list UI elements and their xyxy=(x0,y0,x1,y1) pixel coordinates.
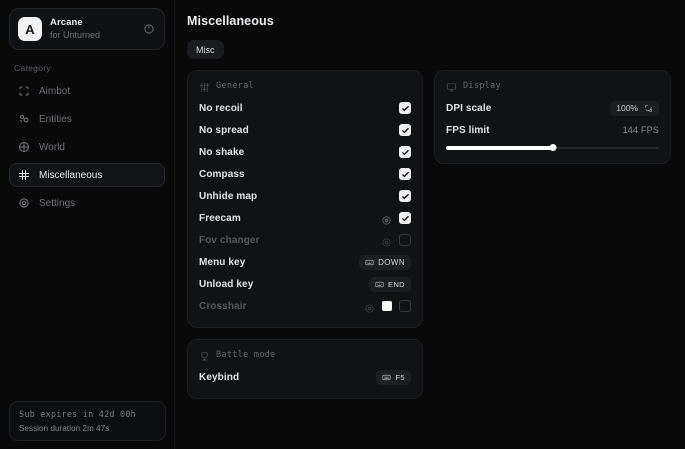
row-fps-limit: FPS limit 144 FPS xyxy=(446,119,659,141)
row-no-spread[interactable]: No spread xyxy=(199,119,411,141)
dpi-scale-control[interactable]: 100% xyxy=(610,100,659,116)
sidebar-item-aimbot[interactable]: Aimbot xyxy=(9,79,165,103)
row-label: Menu key xyxy=(199,256,246,268)
row-label: FPS limit xyxy=(446,124,490,136)
sidebar-item-label: Settings xyxy=(39,197,76,209)
tab-misc[interactable]: Misc xyxy=(187,40,224,59)
profile-text: Arcane for Unturned xyxy=(50,17,142,41)
grid-icon xyxy=(18,169,30,181)
page-title: Miscellaneous xyxy=(187,14,274,28)
row-compass[interactable]: Compass xyxy=(199,163,411,185)
refresh-icon xyxy=(645,104,652,112)
checkbox-freecam[interactable] xyxy=(399,212,411,224)
row-label: Freecam xyxy=(199,212,241,224)
profile-name: Arcane xyxy=(50,16,83,28)
status-card: Sub expires in 42d 00h Session duration … xyxy=(9,401,166,441)
keybind-unload-key[interactable]: END xyxy=(368,276,411,292)
sidebar-item-label: Entities xyxy=(39,113,72,125)
row-label: Fov changer xyxy=(199,234,260,246)
monitor-icon xyxy=(446,80,457,92)
row-dpi-scale[interactable]: DPI scale 100% xyxy=(446,97,659,119)
category-label: Category xyxy=(14,63,51,73)
checkbox-compass[interactable] xyxy=(399,168,411,180)
row-label: DPI scale xyxy=(446,102,492,114)
left-column: General No recoil No spread xyxy=(187,70,423,399)
display-panel-title: Display xyxy=(463,80,501,91)
slider-knob[interactable] xyxy=(549,144,556,151)
checkbox-fov-changer[interactable] xyxy=(399,234,411,246)
gear-icon xyxy=(18,197,30,209)
sidebar-item-label: Miscellaneous xyxy=(39,169,103,181)
dpi-scale-value: 100% xyxy=(616,103,638,113)
power-settings-icon[interactable] xyxy=(142,22,156,36)
row-freecam[interactable]: Freecam xyxy=(199,207,411,229)
row-label: Unload key xyxy=(199,278,254,290)
profile-subtitle: for Unturned xyxy=(50,30,101,41)
row-unhide-map[interactable]: Unhide map xyxy=(199,185,411,207)
tab-label: Misc xyxy=(196,44,215,55)
row-fov-changer[interactable]: Fov changer xyxy=(199,229,411,251)
row-menu-key[interactable]: Menu key DOWN xyxy=(199,251,411,273)
avatar: A xyxy=(18,17,42,41)
panel-columns: General No recoil No spread xyxy=(187,70,673,399)
row-label: Unhide map xyxy=(199,190,258,202)
fps-limit-value: 144 FPS xyxy=(622,125,659,135)
subscription-expiry: Sub expires in 42d 00h xyxy=(19,410,136,420)
sidebar-item-world[interactable]: World xyxy=(9,135,165,159)
row-label: No recoil xyxy=(199,102,243,114)
keycap-label: END xyxy=(387,279,405,289)
globe-icon xyxy=(18,141,30,153)
row-no-recoil[interactable]: No recoil xyxy=(199,97,411,119)
keycap-label: DOWN xyxy=(378,257,405,267)
checkbox-no-spread[interactable] xyxy=(399,124,411,136)
general-panel: General No recoil No spread xyxy=(187,70,423,328)
battle-mode-panel-header: Battle mode xyxy=(199,349,411,361)
display-panel-header: Display xyxy=(446,80,659,92)
gear-icon[interactable] xyxy=(381,213,392,225)
checkbox-crosshair[interactable] xyxy=(399,300,411,312)
row-battle-keybind[interactable]: Keybind F5 xyxy=(199,366,411,388)
row-label: No spread xyxy=(199,124,249,136)
crosshair-icon xyxy=(18,85,30,97)
row-label: No shake xyxy=(199,146,245,158)
keybind-battle-mode[interactable]: F5 xyxy=(376,369,411,385)
row-label: Crosshair xyxy=(199,300,247,312)
gear-icon[interactable] xyxy=(381,235,392,247)
checkbox-no-recoil[interactable] xyxy=(399,102,411,114)
sidebar-item-miscellaneous[interactable]: Miscellaneous xyxy=(9,163,165,187)
display-panel: Display DPI scale 100% FPS limit xyxy=(434,70,671,164)
row-unload-key[interactable]: Unload key END xyxy=(199,273,411,295)
keybind-menu-key[interactable]: DOWN xyxy=(359,254,411,270)
row-label: Compass xyxy=(199,168,245,180)
sidebar-item-settings[interactable]: Settings xyxy=(9,191,165,215)
general-panel-title: General xyxy=(216,80,254,91)
color-swatch-crosshair[interactable] xyxy=(382,301,392,311)
right-column: Display DPI scale 100% FPS limit xyxy=(434,70,671,164)
sidebar-item-label: World xyxy=(39,141,65,153)
sidebar-item-label: Aimbot xyxy=(39,85,71,97)
gear-icon[interactable] xyxy=(364,301,375,313)
trophy-icon xyxy=(199,349,210,361)
session-duration: Session duration 2m 47s xyxy=(19,424,110,433)
sidebar-nav: Aimbot Entities World xyxy=(0,79,174,215)
general-panel-header: General xyxy=(199,80,411,93)
battle-mode-panel: Battle mode Keybind F5 xyxy=(187,339,423,399)
slider-fill xyxy=(446,146,553,150)
sidebar-item-entities[interactable]: Entities xyxy=(9,107,165,131)
row-crosshair[interactable]: Crosshair xyxy=(199,295,411,317)
checkbox-unhide-map[interactable] xyxy=(399,190,411,202)
profile-card[interactable]: A Arcane for Unturned xyxy=(9,8,165,50)
keycap-label: F5 xyxy=(395,372,405,382)
checkbox-no-shake[interactable] xyxy=(399,146,411,158)
row-no-shake[interactable]: No shake xyxy=(199,141,411,163)
sliders-icon xyxy=(199,80,210,93)
tab-bar: Misc xyxy=(187,40,673,59)
battle-mode-panel-title: Battle mode xyxy=(216,349,276,360)
entities-icon xyxy=(18,113,30,125)
sidebar: A Arcane for Unturned Category Aimbot xyxy=(0,0,175,449)
row-label: Keybind xyxy=(199,371,240,383)
main-content: Miscellaneous Misc General xyxy=(175,0,685,449)
fps-limit-slider[interactable] xyxy=(446,143,659,153)
